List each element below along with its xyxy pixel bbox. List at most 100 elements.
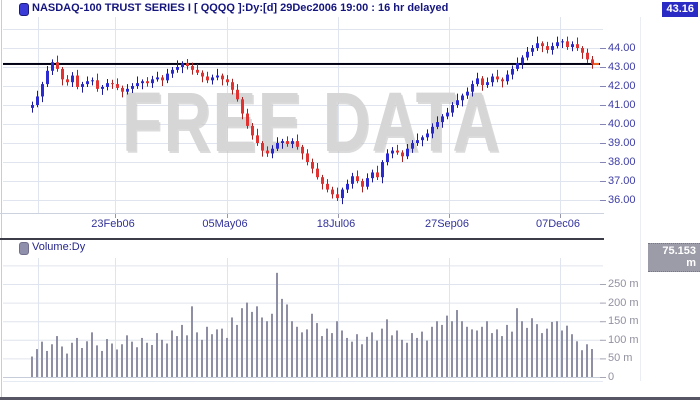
price-axis-label: 37.00	[608, 175, 636, 187]
candle	[301, 146, 304, 154]
volume-bar	[551, 321, 553, 377]
candle	[261, 143, 264, 151]
volume-bar	[391, 335, 393, 377]
candle	[221, 75, 224, 80]
volume-bar	[301, 332, 303, 377]
volume-bar	[226, 337, 228, 377]
volume-bar	[491, 333, 493, 377]
volume-bar	[296, 326, 298, 377]
candle	[46, 70, 49, 85]
volume-bar	[86, 341, 88, 377]
candle	[526, 51, 529, 58]
candle	[241, 99, 244, 114]
price-panel-bottom-border	[0, 213, 604, 214]
candle	[566, 41, 569, 48]
candle	[216, 75, 219, 78]
candle	[256, 135, 259, 143]
candle	[581, 48, 584, 53]
volume-bar	[556, 321, 558, 377]
candle	[591, 59, 594, 64]
candle	[71, 75, 74, 83]
volume-bar	[61, 346, 63, 377]
candle	[491, 76, 494, 83]
volume-bar	[381, 328, 383, 377]
candle	[386, 153, 389, 162]
candle	[81, 84, 84, 87]
volume-bar	[191, 306, 193, 377]
price-axis-label: 42.00	[608, 80, 636, 92]
candle	[136, 83, 139, 86]
volume-bar	[186, 335, 188, 377]
volume-axis-label: 250 m	[608, 278, 639, 290]
volume-bar	[416, 337, 418, 377]
volume-bar	[281, 298, 283, 377]
volume-panel-handle-icon[interactable]	[19, 242, 29, 255]
date-axis-label: 18Jul06	[316, 218, 356, 230]
volume-bar	[91, 332, 93, 377]
date-axis-label: 07Dec06	[535, 218, 581, 230]
volume-bar	[591, 349, 593, 377]
volume-bar	[266, 321, 268, 377]
candle	[381, 162, 384, 178]
candle	[111, 83, 114, 85]
volume-bar	[66, 353, 68, 377]
candle	[451, 105, 454, 113]
candle	[36, 96, 39, 105]
candle	[336, 194, 339, 199]
price-axis-label: 44.00	[608, 42, 636, 54]
candle	[176, 67, 179, 70]
volume-bar	[121, 344, 123, 377]
volume-bar	[126, 335, 128, 377]
candle	[371, 172, 374, 179]
volume-bar	[216, 329, 218, 377]
candle	[501, 79, 504, 82]
candle	[281, 141, 284, 143]
candle	[446, 112, 449, 117]
price-panel-handle-icon[interactable]	[19, 3, 29, 16]
volume-bar	[221, 328, 223, 377]
candle	[401, 152, 404, 157]
candle	[536, 43, 539, 48]
volume-bar	[586, 344, 588, 377]
candle	[571, 44, 574, 48]
volume-bar	[446, 315, 448, 377]
candle	[166, 73, 169, 81]
price-axis-label: 43.00	[608, 61, 636, 73]
volume-bar	[371, 332, 373, 377]
volume-bar	[576, 341, 578, 377]
volume-bar	[406, 342, 408, 377]
candle	[291, 141, 294, 144]
volume-bar	[151, 345, 153, 377]
candle	[366, 178, 369, 187]
volume-bar	[81, 347, 83, 377]
volume-bar	[171, 330, 173, 377]
candle	[471, 84, 474, 92]
candle	[521, 57, 524, 64]
candle	[411, 143, 414, 149]
candle	[236, 89, 239, 100]
volume-bar	[366, 336, 368, 377]
volume-bar	[571, 334, 573, 377]
volume-bar	[196, 332, 198, 377]
volume-bar	[36, 349, 38, 377]
candle	[406, 148, 409, 157]
candle	[206, 76, 209, 81]
candle	[246, 113, 249, 126]
candle	[436, 122, 439, 127]
volume-bar	[156, 333, 158, 377]
volume-bar	[421, 331, 423, 377]
volume-bar	[286, 304, 288, 377]
last-volume-badge: 75.153 m	[648, 243, 700, 272]
candle	[486, 82, 489, 86]
volume-bar	[481, 326, 483, 377]
volume-bar	[251, 311, 253, 377]
candle	[551, 46, 554, 50]
volume-bar	[496, 329, 498, 377]
volume-bar	[141, 337, 143, 377]
volume-panel-label: Volume:Dy	[32, 241, 86, 253]
price-axis-label: 36.00	[608, 194, 636, 206]
candle	[341, 189, 344, 199]
candle	[316, 168, 319, 178]
